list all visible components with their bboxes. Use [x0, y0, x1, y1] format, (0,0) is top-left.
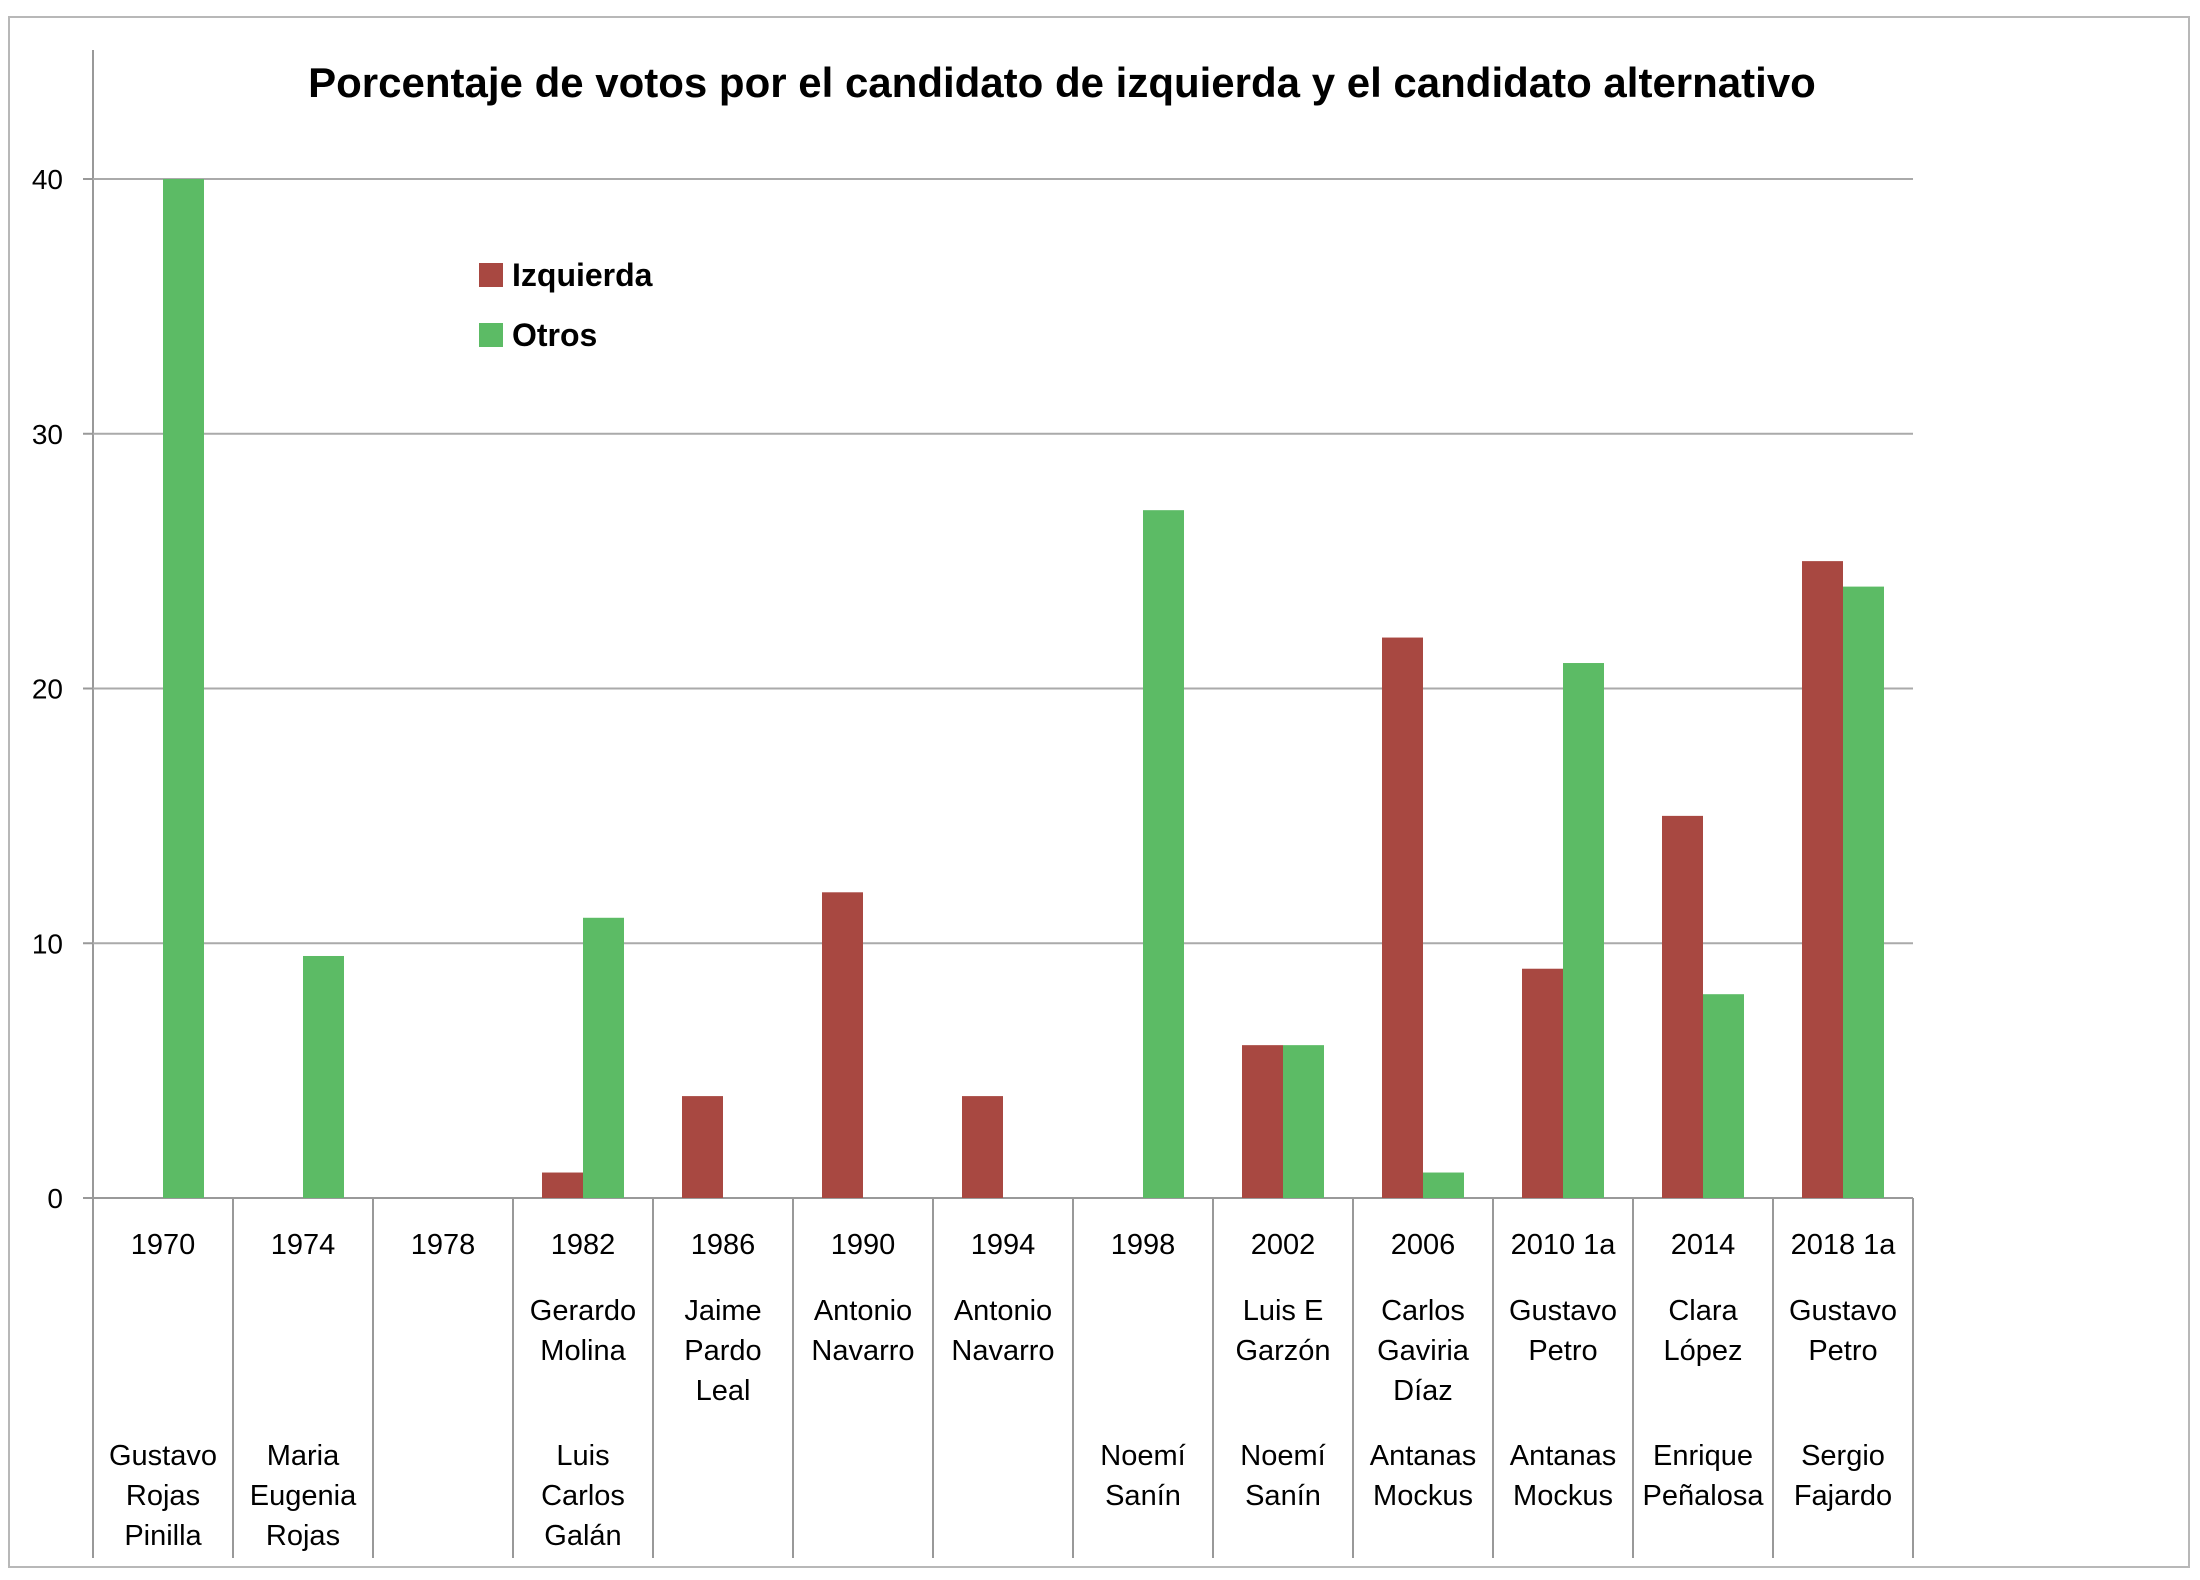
y-tick-label: 10 — [32, 928, 63, 959]
left-candidate-label: Luis E — [1243, 1295, 1324, 1327]
left-candidate-label: López — [1663, 1335, 1742, 1367]
bar-izquierda — [1802, 561, 1843, 1198]
left-candidate-label: Petro — [1808, 1335, 1877, 1367]
x-tick-label: 1986 — [691, 1229, 756, 1261]
x-tick-label: 2006 — [1391, 1229, 1456, 1261]
other-candidate-label: Rojas — [266, 1520, 340, 1552]
other-candidate-label: Sanín — [1245, 1480, 1321, 1512]
left-candidate-label: Leal — [696, 1375, 751, 1407]
other-candidate-label: Antanas — [1370, 1440, 1476, 1472]
bar-otros — [583, 917, 624, 1198]
bar-izquierda — [542, 1172, 583, 1198]
other-candidate-label: Enrique — [1653, 1440, 1753, 1472]
left-candidate-label: Gerardo — [530, 1295, 636, 1327]
chart-frame — [8, 16, 2190, 1568]
x-tick-label: 1970 — [131, 1229, 196, 1261]
x-tick-label: 2010 1a — [1511, 1229, 1617, 1261]
x-tick-label: 2014 — [1671, 1229, 1736, 1261]
left-candidate-label: Jaime — [684, 1295, 761, 1327]
other-candidate-label: Carlos — [541, 1480, 625, 1512]
left-candidate-label: Clara — [1668, 1295, 1738, 1327]
left-candidate-label: Molina — [540, 1335, 626, 1367]
bar-izquierda — [1522, 968, 1563, 1198]
other-candidate-label: Rojas — [126, 1480, 200, 1512]
other-candidate-label: Antanas — [1510, 1440, 1616, 1472]
y-tick-label: 30 — [32, 419, 63, 450]
bar-otros — [1843, 586, 1884, 1198]
bar-otros — [1423, 1172, 1464, 1198]
y-tick-label: 0 — [47, 1183, 63, 1214]
left-candidate-label: Antonio — [814, 1295, 912, 1327]
bar-izquierda — [1662, 815, 1703, 1198]
left-candidate-label: Petro — [1528, 1335, 1597, 1367]
other-candidate-label: Luis — [556, 1440, 609, 1472]
other-candidate-label: Maria — [267, 1440, 340, 1472]
left-candidate-label: Navarro — [951, 1335, 1054, 1367]
bar-otros — [303, 955, 344, 1198]
bar-otros — [1703, 994, 1744, 1198]
left-candidate-label: Gustavo — [1789, 1295, 1897, 1327]
x-tick-label: 2018 1a — [1791, 1229, 1897, 1261]
chart-title: Porcentaje de votos por el candidato de … — [308, 59, 1816, 106]
other-candidate-label: Pinilla — [124, 1520, 202, 1552]
left-candidate-label: Garzón — [1235, 1335, 1330, 1367]
other-candidate-label: Noemí — [1100, 1440, 1185, 1472]
bar-otros — [163, 179, 204, 1198]
legend-swatch-izquierda — [479, 263, 503, 287]
bar-otros — [1143, 510, 1184, 1198]
other-candidate-label: Noemí — [1240, 1440, 1325, 1472]
bar-izquierda — [822, 892, 863, 1198]
legend-swatch-otros — [479, 323, 503, 347]
other-candidate-label: Peñalosa — [1643, 1480, 1765, 1512]
bar-izquierda — [682, 1096, 723, 1198]
x-tick-label: 1978 — [411, 1229, 476, 1261]
other-candidate-label: Fajardo — [1794, 1480, 1892, 1512]
other-candidate-label: Sanín — [1105, 1480, 1181, 1512]
left-candidate-label: Gustavo — [1509, 1295, 1617, 1327]
bar-otros — [1283, 1045, 1324, 1198]
other-candidate-label: Galán — [544, 1520, 621, 1552]
x-tick-label: 1990 — [831, 1229, 896, 1261]
left-candidate-label: Díaz — [1393, 1375, 1453, 1407]
x-tick-label: 1994 — [971, 1229, 1036, 1261]
left-candidate-label: Antonio — [954, 1295, 1052, 1327]
x-tick-label: 2002 — [1251, 1229, 1316, 1261]
x-tick-label: 1998 — [1111, 1229, 1176, 1261]
legend-label-otros: Otros — [512, 317, 597, 353]
bar-izquierda — [1382, 637, 1423, 1198]
y-tick-label: 40 — [32, 164, 63, 195]
left-candidate-label: Navarro — [811, 1335, 914, 1367]
left-candidate-label: Gaviria — [1377, 1335, 1470, 1367]
x-tick-label: 1974 — [271, 1229, 336, 1261]
other-candidate-label: Eugenia — [250, 1480, 357, 1512]
legend-label-izquierda: Izquierda — [512, 257, 653, 293]
bar-izquierda — [1242, 1045, 1283, 1198]
x-tick-label: 1982 — [551, 1229, 616, 1261]
y-tick-label: 20 — [32, 674, 63, 705]
other-candidate-label: Mockus — [1513, 1480, 1613, 1512]
bar-izquierda — [962, 1096, 1003, 1198]
other-candidate-label: Gustavo — [109, 1440, 217, 1472]
other-candidate-label: Mockus — [1373, 1480, 1473, 1512]
left-candidate-label: Carlos — [1381, 1295, 1465, 1327]
other-candidate-label: Sergio — [1801, 1440, 1885, 1472]
bar-otros — [1563, 663, 1604, 1198]
left-candidate-label: Pardo — [684, 1335, 761, 1367]
